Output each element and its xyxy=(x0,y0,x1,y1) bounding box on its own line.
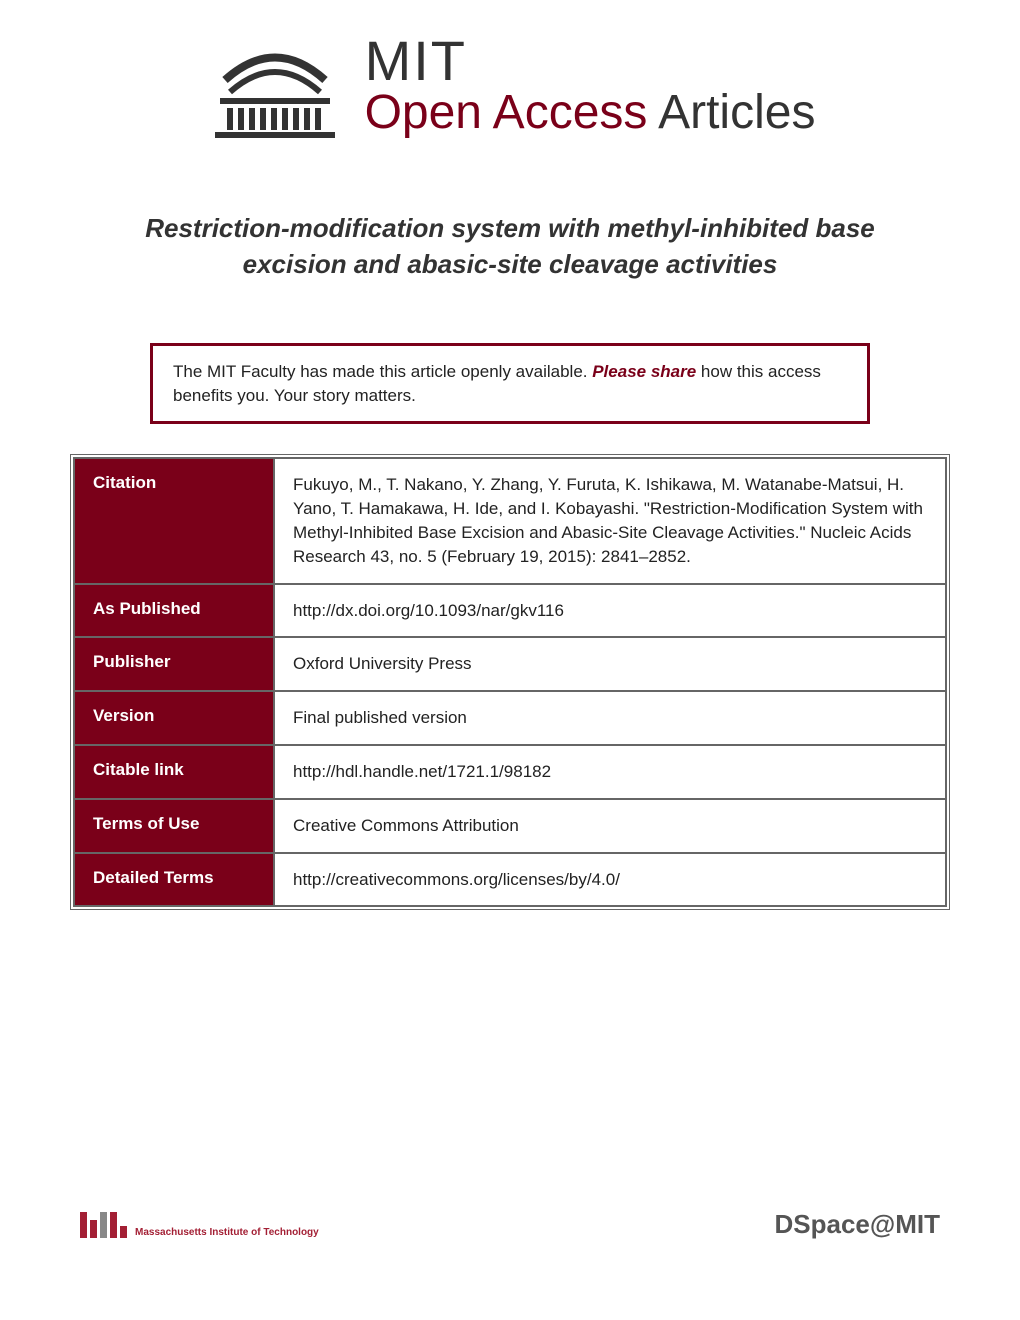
article-title: Restriction-modification system with met… xyxy=(0,160,1020,313)
metadata-value: Creative Commons Attribution xyxy=(274,799,946,853)
metadata-label: Citable link xyxy=(74,745,274,799)
mit-bars-icon xyxy=(80,1212,127,1238)
table-row: Publisher Oxford University Press xyxy=(74,637,946,691)
table-row: Citation Fukuyo, M., T. Nakano, Y. Zhang… xyxy=(74,458,946,583)
table-row: Detailed Terms http://creativecommons.or… xyxy=(74,853,946,907)
metadata-value: Fukuyo, M., T. Nakano, Y. Zhang, Y. Furu… xyxy=(274,458,946,583)
logo-open-access: Open Access xyxy=(365,86,648,139)
share-box: The MIT Faculty has made this article op… xyxy=(150,343,870,425)
share-prefix: The MIT Faculty has made this article op… xyxy=(173,362,592,381)
metadata-label: As Published xyxy=(74,584,274,638)
footer: Massachusetts Institute of Technology DS… xyxy=(0,1209,1020,1240)
table-row: Version Final published version xyxy=(74,691,946,745)
logo-subtitle: Open Access Articles xyxy=(365,89,816,137)
logo-articles: Articles xyxy=(647,86,815,139)
logo-mit: MIT xyxy=(365,33,816,89)
dspace-logo: DSpace@MIT xyxy=(775,1209,941,1240)
metadata-value: Oxford University Press xyxy=(274,637,946,691)
dome-icon xyxy=(205,30,345,140)
metadata-value[interactable]: http://hdl.handle.net/1721.1/98182 xyxy=(274,745,946,799)
metadata-label: Detailed Terms xyxy=(74,853,274,907)
metadata-value[interactable]: http://dx.doi.org/10.1093/nar/gkv116 xyxy=(274,584,946,638)
mit-footer-logo: Massachusetts Institute of Technology xyxy=(80,1212,319,1238)
metadata-value[interactable]: http://creativecommons.org/licenses/by/4… xyxy=(274,853,946,907)
table-row: Citable link http://hdl.handle.net/1721.… xyxy=(74,745,946,799)
metadata-label: Publisher xyxy=(74,637,274,691)
metadata-value: Final published version xyxy=(274,691,946,745)
table-row: As Published http://dx.doi.org/10.1093/n… xyxy=(74,584,946,638)
please-share-link[interactable]: Please share xyxy=(592,362,696,381)
metadata-table: Citation Fukuyo, M., T. Nakano, Y. Zhang… xyxy=(70,454,950,910)
header-logo: MIT Open Access Articles xyxy=(0,0,1020,160)
metadata-label: Terms of Use xyxy=(74,799,274,853)
mit-footer-text: Massachusetts Institute of Technology xyxy=(135,1227,319,1238)
logo-text: MIT Open Access Articles xyxy=(365,33,816,137)
table-row: Terms of Use Creative Commons Attributio… xyxy=(74,799,946,853)
metadata-label: Version xyxy=(74,691,274,745)
metadata-label: Citation xyxy=(74,458,274,583)
